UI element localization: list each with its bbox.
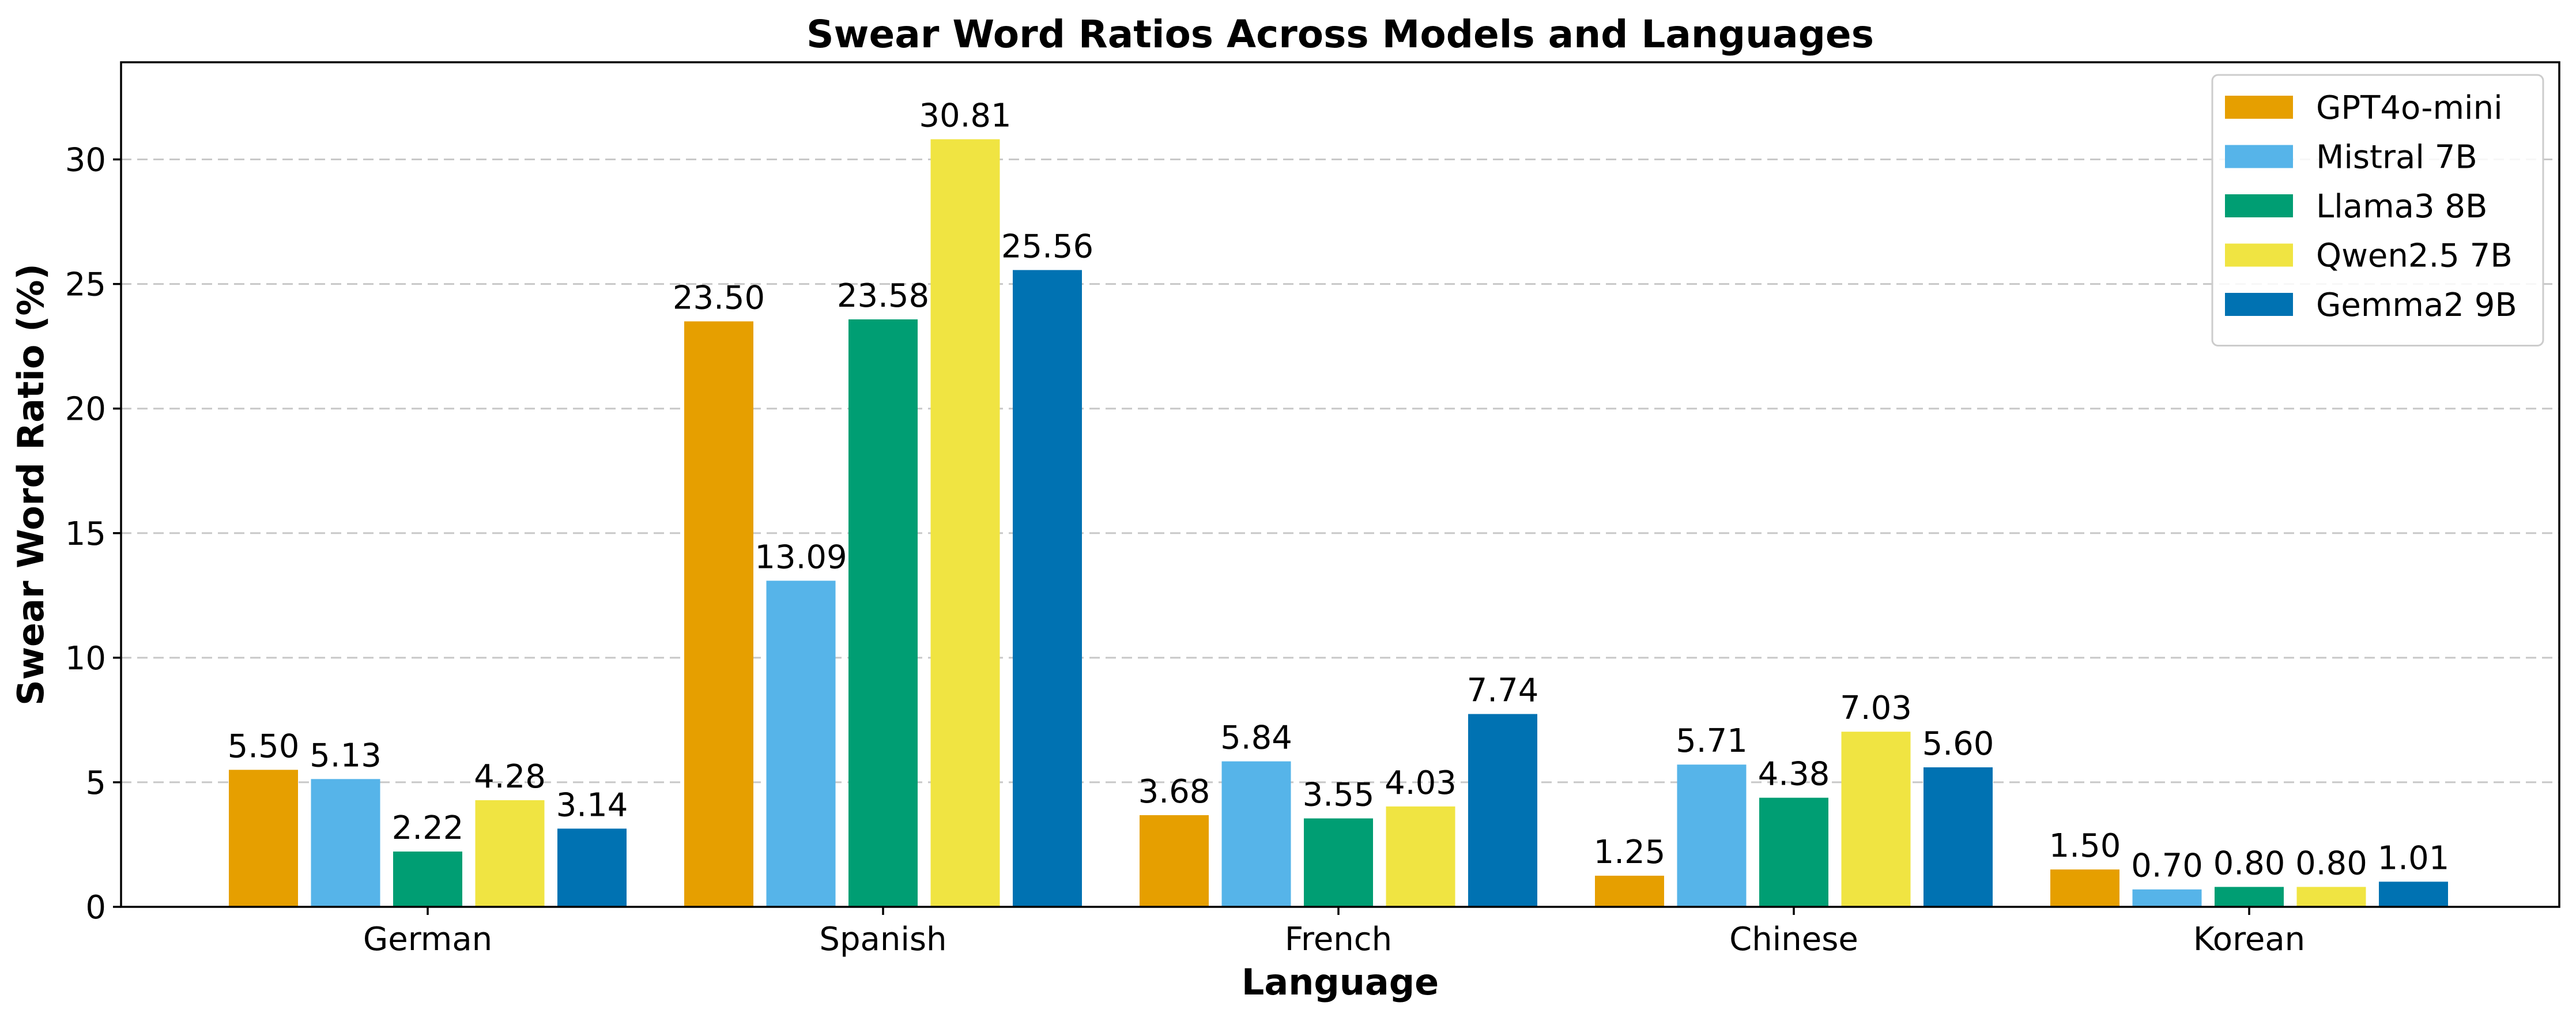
y-axis-ticks: 0 5 10 15 20 25 30 [65,142,121,926]
bar-value-label: 1.50 [2049,827,2121,865]
plot-frame [120,61,2560,908]
legend-swatch [2225,194,2293,217]
legend-label: GPT4o-mini [2316,89,2503,127]
bar [2379,881,2448,907]
bar [393,852,462,907]
bar [1140,815,1209,907]
bar-value-label: 1.25 [1594,834,1666,871]
grid-layer [121,159,2559,783]
bar [930,139,1000,907]
bar [1677,764,1747,907]
y-tick-label: 15 [65,515,106,553]
legend-swatch [2225,243,2293,267]
bar-layer [229,139,2448,907]
bar-value-label: 1.01 [2378,839,2450,877]
bar [229,770,298,907]
bar-label-layer: 5.50 5.13 2.22 4.28 3.14 23.50 13.09 23.58 30.81… [228,97,2450,885]
bar [2296,887,2366,907]
bar [2215,887,2284,907]
bar-value-label: 5.50 [228,728,300,765]
bar-value-label: 7.74 [1467,672,1539,710]
x-axis-label: Language [1242,961,1439,1003]
bar-value-label: 23.50 [673,279,765,317]
bar-value-label: 3.68 [1138,773,1210,811]
x-tick-label: Korean [2193,921,2305,958]
bar-value-label: 0.70 [2131,847,2203,885]
legend-box [2211,74,2544,346]
bar [1841,732,1911,907]
bar-value-label: 5.71 [1676,722,1748,760]
bar [311,779,380,907]
bar-value-label: 30.81 [919,97,1011,135]
legend-swatch [2225,293,2293,316]
bar [557,828,627,907]
bar [2132,889,2202,907]
legend-label: Qwen2.5 7B [2316,238,2513,275]
bar-value-label: 5.60 [1922,725,1994,763]
bar-value-label: 2.22 [392,809,464,847]
bar-value-label: 4.28 [474,758,546,796]
legend-items: GPT4o-mini Mistral 7B Llama3 8B Qwen2.5 7B G… [2225,89,2517,324]
legend-label: Mistral 7B [2316,139,2477,176]
legend-label: Gemma2 9B [2316,287,2517,324]
y-tick-label: 5 [85,764,106,802]
x-tick-label: Spanish [819,921,946,958]
bar [1221,761,1291,907]
bar-value-label: 25.56 [1001,228,1093,265]
bar-value-label: 5.13 [310,737,382,774]
bar-value-label: 7.03 [1840,690,1912,727]
x-axis-ticks: German Spanish French Chinese Korean [363,907,2305,958]
bar [684,321,753,907]
y-tick-label: 25 [65,266,106,304]
y-tick-label: 0 [85,889,106,926]
bar [1923,767,1993,907]
bar-value-label: 0.80 [2295,845,2367,882]
bar [1468,714,1537,907]
x-tick-label: German [363,921,492,958]
y-tick-label: 10 [65,640,106,677]
bar [766,581,836,907]
y-axis-label: Swear Word Ratio (%) [10,263,52,706]
bar-value-label: 3.55 [1303,777,1375,814]
bar [1304,818,1373,907]
bar [475,800,545,907]
bar-value-label: 3.14 [556,786,628,824]
x-tick-label: French [1285,921,1392,958]
bar [2050,869,2119,907]
bar [1759,797,1828,907]
legend: GPT4o-mini Mistral 7B Llama3 8B Qwen2.5 7B G… [2211,74,2544,346]
legend-swatch [2225,145,2293,168]
bar-value-label: 4.38 [1758,756,1830,793]
bar-value-label: 4.03 [1385,764,1457,802]
y-tick-label: 30 [65,142,106,179]
bar [848,319,918,907]
y-tick-label: 20 [65,391,106,428]
bar-value-label: 5.84 [1220,719,1292,757]
legend-swatch [2225,96,2293,119]
bar [1013,270,1082,907]
bar-value-label: 13.09 [755,538,847,576]
bar-value-label: 0.80 [2213,845,2285,882]
bar-value-label: 23.58 [837,277,929,315]
x-tick-label: Chinese [1729,921,1858,958]
chart-title: Swear Word Ratios Across Models and Lang… [806,12,1874,56]
bar [1386,806,1455,907]
bar [1595,875,1664,907]
legend-label: Llama3 8B [2316,188,2487,225]
